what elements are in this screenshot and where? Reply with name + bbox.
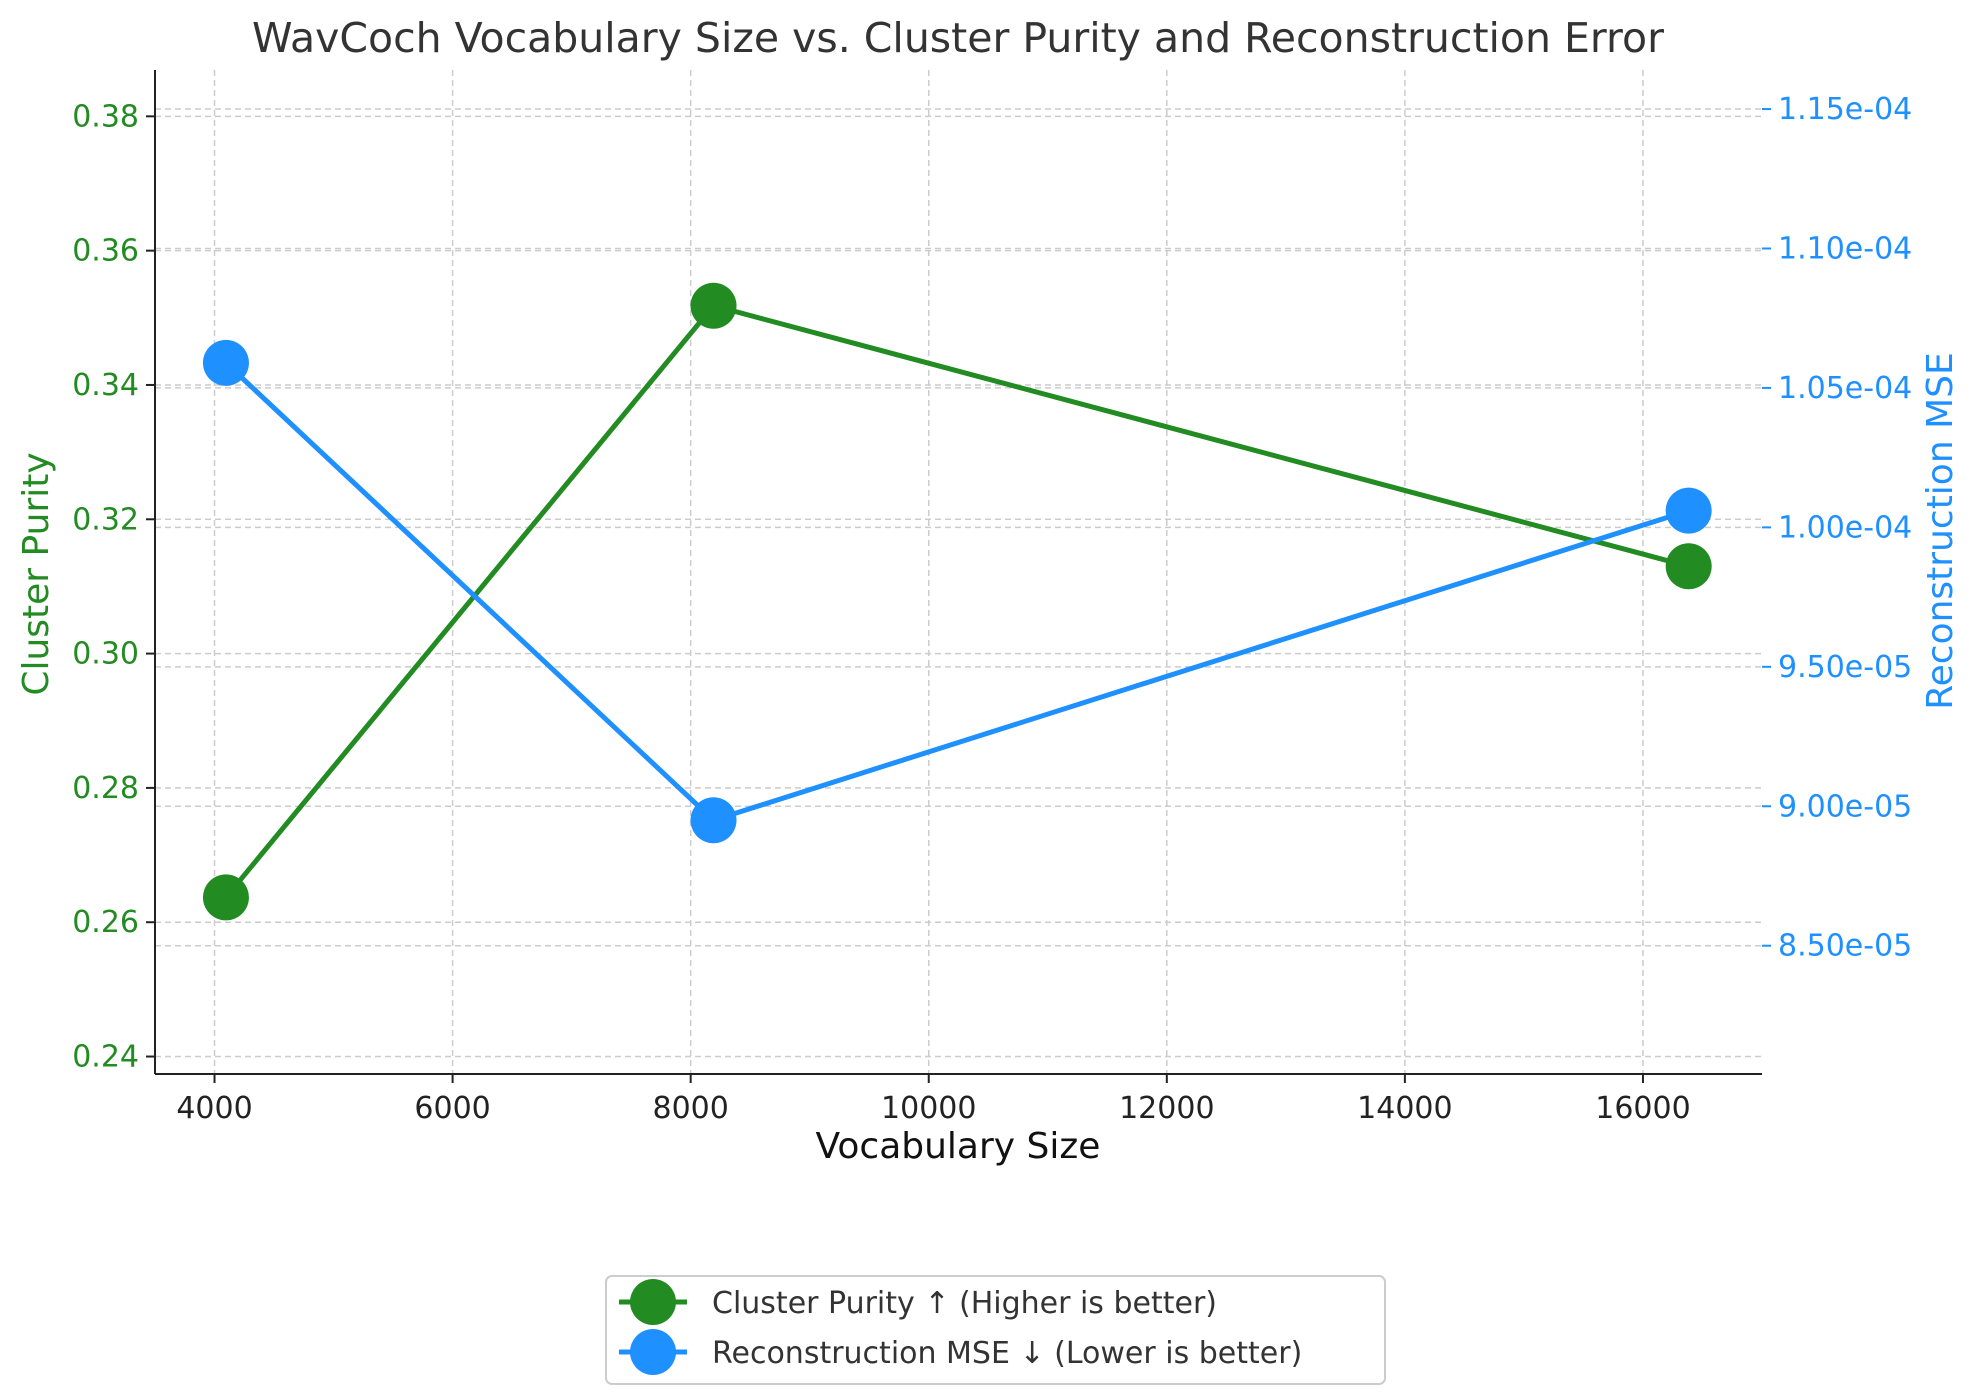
right-tick-label: 8.50e-05 [1778, 929, 1912, 964]
right-tick-label: 1.00e-04 [1778, 510, 1912, 545]
data-point [1665, 543, 1712, 590]
legend-label: Reconstruction MSE ↓ (Lower is better) [712, 1336, 1302, 1371]
x-tick-label: 12000 [1119, 1091, 1214, 1126]
data-point [202, 874, 249, 921]
series-2 [202, 339, 1712, 844]
series-1 [202, 282, 1712, 921]
x-tick-label: 6000 [414, 1091, 490, 1126]
right-tick-label: 9.50e-05 [1778, 650, 1912, 685]
data-point [690, 797, 737, 844]
x-axis-ticks: 4000 6000 8000 10000 12000 14000 16000 [176, 1074, 1691, 1126]
legend-item-1: Cluster Purity ↑ (Higher is better) [619, 1279, 1217, 1325]
left-tick-label: 0.24 [72, 1040, 139, 1075]
series [202, 282, 1712, 921]
right-axis-label: Reconstruction MSE [1920, 352, 1961, 710]
legend-label: Cluster Purity ↑ (Higher is better) [712, 1286, 1217, 1321]
left-tick-label: 0.32 [72, 502, 139, 537]
right-tick-label: 1.15e-04 [1778, 92, 1912, 127]
chart-title: WavCoch Vocabulary Size vs. Cluster Puri… [252, 14, 1664, 62]
x-tick-label: 10000 [881, 1091, 976, 1126]
left-axis-ticks: 0.24 0.26 0.28 0.30 0.32 0.34 0.36 0.38 [72, 99, 155, 1075]
legend: Cluster Purity ↑ (Higher is better) Recon… [605, 1275, 1386, 1385]
left-tick-label: 0.38 [72, 99, 139, 134]
data-point [690, 282, 737, 329]
right-tick-label: 9.00e-05 [1778, 789, 1912, 824]
x-axis-label: Vocabulary Size [816, 1126, 1101, 1167]
x-tick-label: 4000 [176, 1091, 252, 1126]
left-tick-label: 0.26 [72, 905, 139, 940]
right-tick-label: 1.10e-04 [1778, 231, 1912, 266]
left-axis-label: Cluster Purity [16, 452, 57, 695]
left-tick-label: 0.28 [72, 771, 139, 806]
left-tick-label: 0.30 [72, 637, 139, 672]
grid [155, 70, 1762, 1074]
legend-box [605, 1275, 1386, 1385]
right-axis-ticks: 8.50e-05 9.00e-05 9.50e-05 1.00e-04 1.05e-04… [1762, 92, 1912, 964]
x-tick-label: 16000 [1595, 1091, 1690, 1126]
legend-marker [630, 1279, 676, 1325]
legend-item-2: Reconstruction MSE ↓ (Lower is better) [619, 1329, 1302, 1375]
x-tick-label: 8000 [652, 1091, 728, 1126]
axes [154, 70, 1762, 1075]
x-tick-label: 14000 [1357, 1091, 1452, 1126]
legend-marker [630, 1329, 676, 1375]
left-tick-label: 0.36 [72, 234, 139, 269]
data-point [202, 339, 249, 386]
data-point [1665, 487, 1712, 534]
left-tick-label: 0.34 [72, 368, 139, 403]
right-tick-label: 1.05e-04 [1778, 371, 1912, 406]
